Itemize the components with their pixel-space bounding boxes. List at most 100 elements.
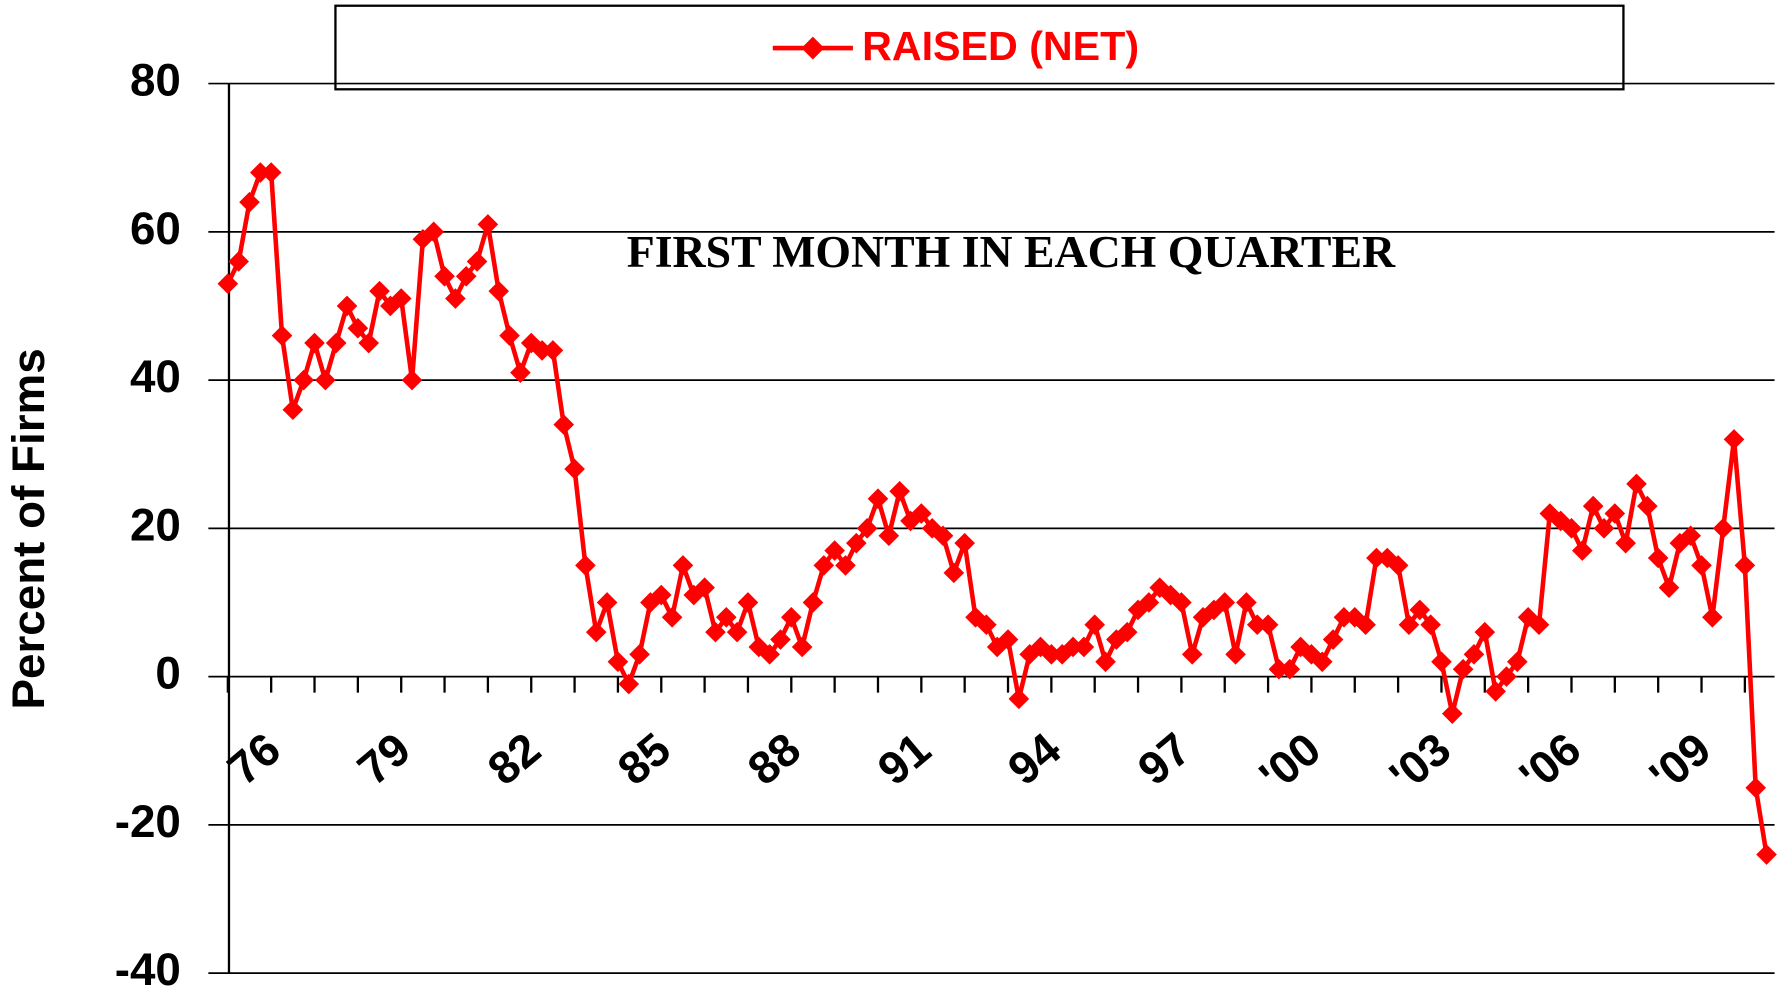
x-tick-label: 97 <box>1128 723 1200 795</box>
marker <box>629 644 650 665</box>
marker <box>1712 518 1734 539</box>
marker <box>672 555 694 576</box>
marker <box>1452 658 1474 680</box>
marker <box>1019 644 1040 665</box>
marker <box>596 592 618 613</box>
marker <box>564 458 585 480</box>
marker <box>1268 658 1290 680</box>
marker <box>488 280 510 302</box>
marker <box>770 629 791 650</box>
marker <box>1691 555 1712 576</box>
marker <box>846 532 867 554</box>
marker <box>585 621 607 643</box>
marker <box>531 340 553 361</box>
marker <box>1507 651 1528 673</box>
marker <box>943 562 965 584</box>
marker <box>1398 614 1420 636</box>
marker <box>737 592 759 613</box>
marker <box>1734 555 1756 576</box>
marker <box>1658 577 1680 598</box>
marker <box>325 332 347 354</box>
marker <box>1723 429 1745 450</box>
marker <box>661 606 683 628</box>
marker <box>1171 592 1192 613</box>
marker <box>997 629 1019 650</box>
marker <box>878 525 900 547</box>
marker <box>1257 614 1279 636</box>
marker <box>835 555 856 576</box>
marker <box>293 369 314 391</box>
marker <box>1582 495 1604 517</box>
x-tick-label: 85 <box>608 723 680 795</box>
marker <box>1246 614 1268 636</box>
x-tick-label: '03 <box>1380 723 1460 802</box>
marker <box>867 488 889 509</box>
marker <box>553 414 575 435</box>
marker <box>1756 844 1777 865</box>
marker <box>780 606 802 628</box>
marker <box>802 592 824 613</box>
marker <box>575 555 596 576</box>
marker <box>1062 636 1084 658</box>
marker <box>1214 592 1236 613</box>
marker <box>1236 592 1257 613</box>
marker <box>260 162 282 183</box>
marker <box>466 251 488 272</box>
marker <box>250 162 271 183</box>
marker <box>1095 651 1116 673</box>
marker <box>954 532 975 554</box>
marker <box>932 525 954 547</box>
y-axis-label: Percent of Firms <box>3 348 54 709</box>
marker <box>889 480 910 502</box>
marker <box>1680 525 1701 547</box>
y-tick-label: 20 <box>130 499 181 550</box>
marker <box>304 332 325 354</box>
marker <box>315 369 336 391</box>
marker <box>607 651 629 673</box>
x-tick-label: 79 <box>348 723 420 795</box>
marker <box>1181 644 1203 665</box>
marker <box>520 332 542 354</box>
marker <box>1225 644 1246 665</box>
marker <box>1745 777 1767 799</box>
marker <box>1572 540 1593 561</box>
x-tick-label: '06 <box>1510 723 1590 802</box>
marker <box>1431 651 1452 673</box>
marker <box>401 369 423 391</box>
legend-box <box>334 4 1625 91</box>
marker <box>650 584 672 606</box>
marker <box>369 280 390 302</box>
marker <box>1441 703 1463 724</box>
marker <box>759 644 780 665</box>
y-tick-label: 60 <box>130 203 181 254</box>
marker <box>477 214 499 235</box>
marker <box>1073 636 1095 658</box>
marker <box>1615 532 1636 554</box>
marker <box>239 191 260 213</box>
x-tick-label: '00 <box>1250 723 1330 802</box>
marker <box>423 221 445 243</box>
marker <box>715 606 737 628</box>
marker <box>336 295 358 317</box>
y-tick-label: 0 <box>155 648 180 699</box>
y-tick-label: -20 <box>115 796 181 847</box>
marker <box>455 266 477 287</box>
marker <box>1008 688 1030 710</box>
marker <box>1669 532 1691 554</box>
x-tick-label: 91 <box>868 723 940 795</box>
marker <box>228 251 249 272</box>
marker <box>824 540 845 561</box>
marker <box>726 621 748 643</box>
x-tick-label: 88 <box>738 723 810 795</box>
marker <box>1496 666 1517 687</box>
annotation: FIRST MONTH IN EACH QUARTER <box>627 226 1396 277</box>
marker <box>271 325 293 346</box>
marker <box>434 266 455 287</box>
marker <box>1474 621 1496 643</box>
marker <box>618 673 640 695</box>
marker <box>445 288 466 309</box>
x-tick-label: '09 <box>1640 723 1720 802</box>
y-tick-label: 80 <box>130 55 181 106</box>
marker <box>791 636 813 658</box>
